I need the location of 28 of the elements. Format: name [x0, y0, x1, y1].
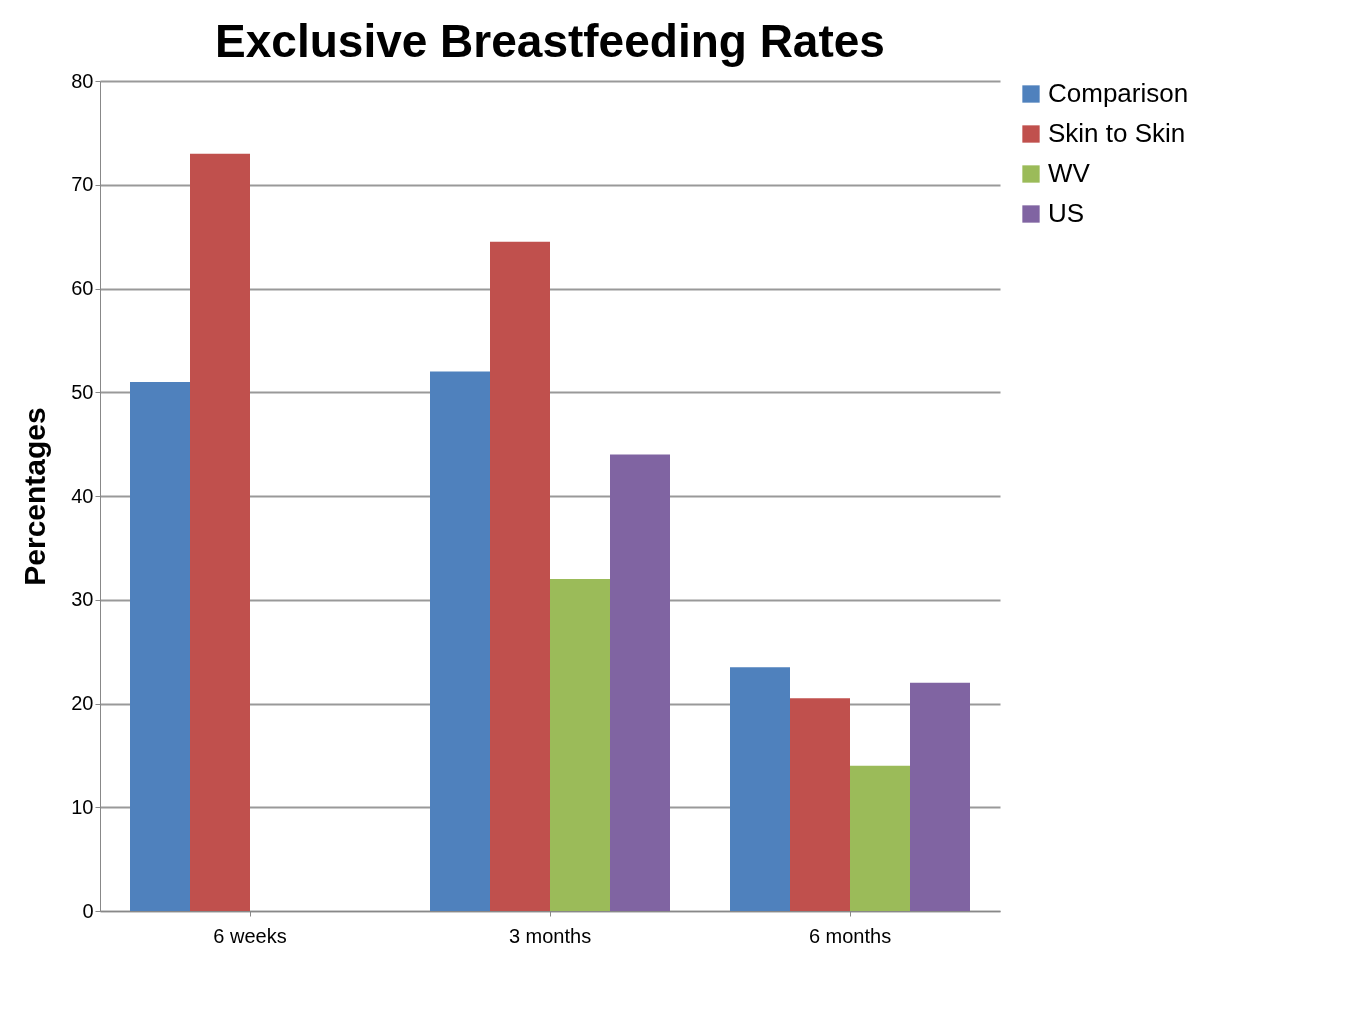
- bar: [850, 765, 910, 911]
- legend-label: Comparison: [1048, 78, 1189, 108]
- x-tick-label: 3 months: [508, 924, 592, 947]
- bar: [610, 454, 670, 911]
- y-tick-label: 20: [71, 692, 94, 714]
- x-tick-label: 6 weeks: [213, 924, 287, 947]
- bar: [430, 371, 490, 911]
- bar: [550, 579, 610, 911]
- y-tick-label: 50: [71, 380, 94, 403]
- bar: [490, 241, 550, 911]
- y-tick-label: 30: [71, 588, 94, 611]
- y-tick-label: 60: [71, 277, 94, 299]
- y-axis-title: Percentages: [18, 407, 52, 586]
- bar: [790, 698, 850, 911]
- x-tick-label: 6 months: [808, 924, 892, 947]
- legend-label: WV: [1048, 158, 1091, 188]
- y-tick-label: 80: [71, 69, 94, 92]
- bar: [130, 381, 190, 911]
- legend-label: US: [1048, 198, 1085, 228]
- bar: [730, 667, 790, 911]
- bar: [190, 153, 250, 911]
- y-tick-label: 0: [82, 899, 94, 922]
- chart-title: Exclusive Breastfeeding Rates: [215, 15, 885, 67]
- legend-label: Skin to Skin: [1048, 118, 1186, 148]
- bar: [910, 682, 970, 911]
- y-tick-label: 40: [71, 484, 94, 507]
- y-tick-label: 70: [71, 173, 94, 196]
- y-tick-label: 10: [71, 795, 94, 818]
